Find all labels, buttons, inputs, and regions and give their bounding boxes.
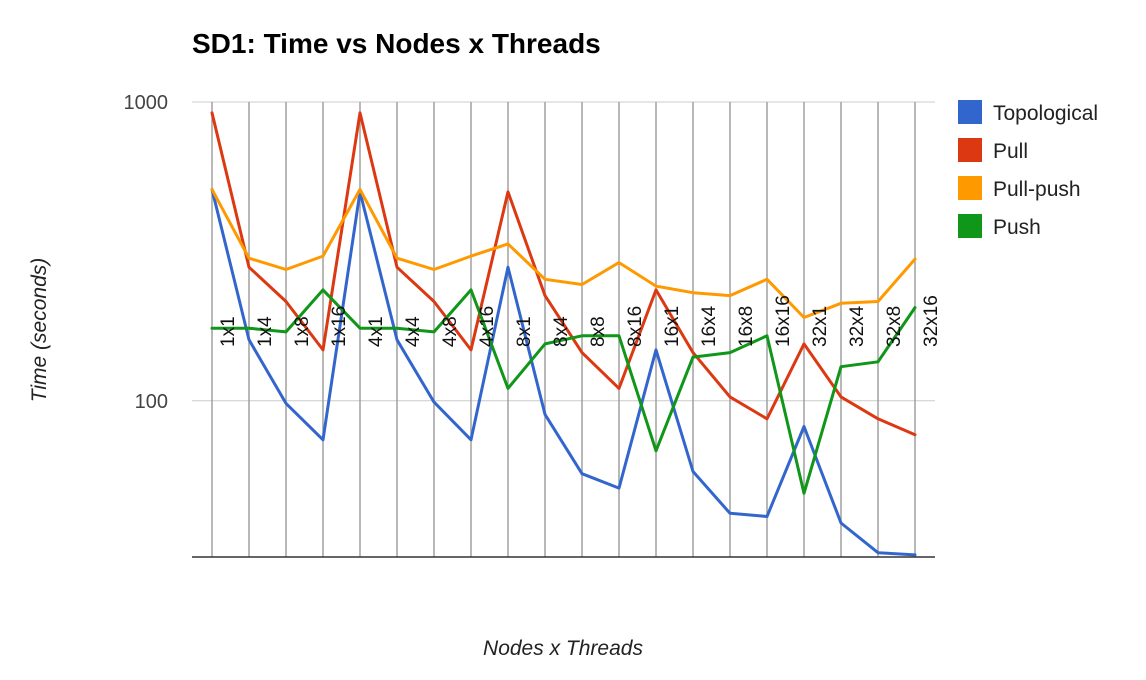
chart-title: SD1: Time vs Nodes x Threads (192, 28, 601, 59)
legend-swatch (958, 214, 982, 238)
x-tick-label: 32x8 (884, 306, 905, 347)
x-tick-label: 32x4 (847, 305, 868, 347)
y-tick-label: 100 (135, 391, 168, 413)
series-line-topological (210, 187, 917, 557)
x-tick-label: 32x16 (921, 295, 942, 347)
series-line-pull (210, 111, 917, 437)
x-tick-label: 16x4 (699, 305, 720, 347)
category-labels: 1x1 1x4 1x8 1x16 4x1 4x4 4x8 4x16 8x1 8x4 8x8 8x16 1… (218, 295, 942, 347)
legend: Topological Pull Pull-push Push (958, 100, 1098, 239)
x-tick-label: 4x1 (366, 316, 387, 347)
x-tick-label: 1x8 (292, 316, 313, 347)
series-layer (210, 111, 917, 557)
x-tick-label: 4x4 (403, 316, 424, 347)
legend-swatch (958, 138, 982, 162)
x-tick-label: 32x1 (810, 306, 831, 347)
x-tick-label: 8x8 (588, 316, 609, 347)
axes: 100 1000 (124, 92, 935, 558)
x-tick-label: 8x4 (551, 316, 572, 347)
x-tick-label: 1x16 (329, 306, 350, 347)
legend-label: Pull-push (993, 178, 1081, 201)
x-tick-label: 16x8 (736, 306, 757, 347)
legend-label: Push (993, 216, 1041, 239)
x-tick-label: 8x1 (514, 316, 535, 347)
x-axis-title: Nodes x Threads (483, 637, 643, 660)
y-tick-label: 1000 (124, 92, 169, 114)
x-tick-label: 4x8 (440, 316, 461, 347)
legend-swatch (958, 100, 982, 124)
series-line-push (210, 288, 917, 495)
x-tick-label: 1x1 (218, 316, 239, 347)
x-tick-label: 8x16 (625, 306, 646, 347)
legend-label: Topological (993, 102, 1098, 125)
x-tick-label: 16x1 (662, 306, 683, 347)
x-tick-label: 4x16 (477, 306, 498, 347)
y-axis-title: Time (seconds) (28, 258, 51, 403)
series-line-pull-push (210, 187, 917, 319)
grid-layer (192, 101, 935, 557)
legend-label: Pull (993, 140, 1028, 163)
legend-swatch (958, 176, 982, 200)
x-tick-label: 1x4 (255, 316, 276, 347)
x-tick-label: 16x16 (773, 295, 794, 347)
